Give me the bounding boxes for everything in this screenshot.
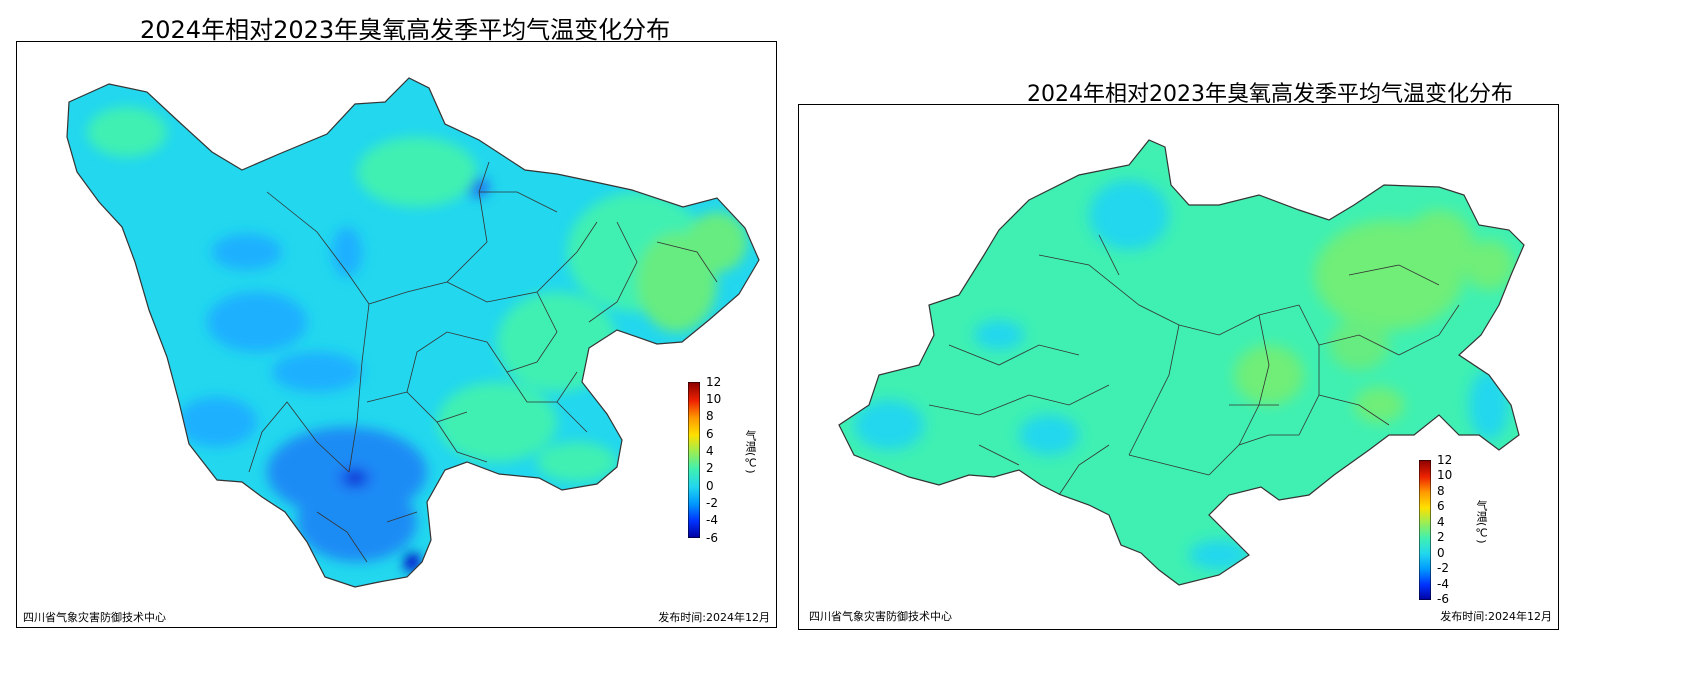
colorbar-tick: -6 — [1437, 592, 1449, 606]
colorbar-tick: 8 — [706, 409, 714, 423]
map-frame-left: 12 10 8 6 4 2 0 -2 -4 -6 气温(℃) 四川省气象灾害防御… — [16, 41, 777, 628]
chongqing-temperature-map — [838, 139, 1525, 586]
footer-date-left: 发布时间:2024年12月 — [658, 611, 770, 624]
colorbar-left: 12 10 8 6 4 2 0 -2 -4 -6 气温(℃) — [688, 376, 768, 545]
colorbar-tick: 2 — [1437, 530, 1445, 544]
colorbar-tick: 4 — [706, 444, 714, 458]
map-title-left: 2024年相对2023年臭氧高发季平均气温变化分布 — [140, 16, 671, 44]
colorbar-tick: 10 — [1437, 468, 1453, 482]
colorbar-tick: 6 — [1437, 499, 1445, 513]
colorbar-unit-label: 气温(℃) — [744, 430, 757, 474]
colorbar-gradient — [688, 382, 700, 538]
colorbar-tick: 10 — [706, 392, 722, 406]
colorbar-unit-label: 气温(℃) — [1475, 500, 1488, 544]
colorbar-tick: -4 — [706, 513, 718, 527]
colorbar-tick: 8 — [1437, 484, 1445, 498]
colorbar-tick: 2 — [706, 461, 714, 475]
colorbar-right: 12 10 8 6 4 2 0 -2 -4 -6 气温(℃) — [1419, 454, 1499, 620]
colorbar-tick: -2 — [706, 496, 718, 510]
map-frame-right: 12 10 8 6 4 2 0 -2 -4 -6 气温(℃) 四川省气象灾害防御… — [798, 104, 1559, 630]
colorbar-tick: 6 — [706, 427, 714, 441]
colorbar-tick: -2 — [1437, 561, 1449, 575]
colorbar-tick: 12 — [1437, 453, 1453, 467]
colorbar-tick: -6 — [706, 531, 718, 545]
colorbar-tick: -4 — [1437, 577, 1449, 591]
colorbar-tick: 0 — [1437, 546, 1445, 560]
sichuan-temperature-map — [66, 77, 760, 588]
colorbar-gradient — [1419, 460, 1431, 600]
colorbar-tick: 12 — [706, 375, 722, 389]
colorbar-tick: 4 — [1437, 515, 1445, 529]
colorbar-tick: 0 — [706, 479, 714, 493]
footer-date-right: 发布时间:2024年12月 — [1440, 610, 1552, 623]
footer-agency-right: 四川省气象灾害防御技术中心 — [809, 610, 952, 623]
footer-agency-left: 四川省气象灾害防御技术中心 — [23, 611, 166, 624]
map-title-right: 2024年相对2023年臭氧高发季平均气温变化分布 — [1027, 82, 1513, 107]
